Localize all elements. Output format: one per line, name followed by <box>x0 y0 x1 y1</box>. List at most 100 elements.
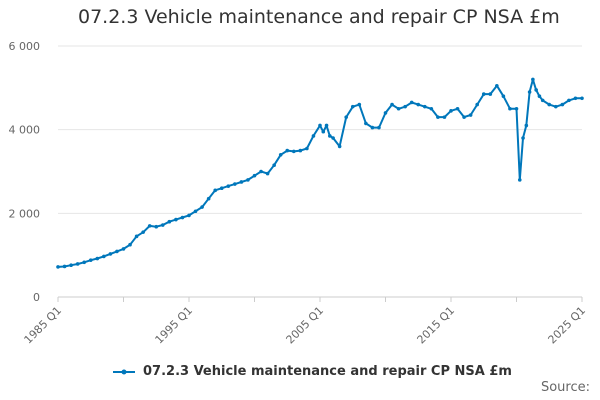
data-point <box>390 102 394 107</box>
data-point <box>364 121 368 126</box>
y-tick-label: 6 000 <box>9 40 41 53</box>
y-tick-label: 4 000 <box>9 124 41 137</box>
data-point <box>560 102 565 107</box>
data-point <box>537 94 542 98</box>
data-point <box>285 148 290 153</box>
chart-title: 07.2.3 Vehicle maintenance and repair CP… <box>78 6 560 28</box>
data-point <box>252 173 257 178</box>
data-point <box>357 102 362 107</box>
data-point <box>436 115 440 119</box>
data-point <box>147 224 152 228</box>
data-point <box>455 106 460 111</box>
data-point <box>108 252 113 256</box>
data-point <box>383 111 388 115</box>
data-point <box>495 83 499 88</box>
data-point <box>514 106 519 111</box>
data-point <box>278 152 283 157</box>
data-point <box>75 262 80 266</box>
data-point <box>396 106 401 111</box>
data-point <box>524 123 529 128</box>
legend-series-label: 07.2.3 Vehicle maintenance and repair CP… <box>143 364 512 379</box>
y-tick-label: 0 <box>33 291 40 304</box>
data-point <box>521 136 525 140</box>
data-point <box>442 115 447 119</box>
data-point <box>540 98 545 103</box>
data-point <box>534 88 538 92</box>
legend-series-marker <box>113 369 135 374</box>
data-point <box>56 265 60 269</box>
data-point <box>423 104 427 109</box>
data-point <box>233 182 237 186</box>
data-point <box>121 247 126 251</box>
data-point <box>370 125 375 130</box>
data-point <box>265 171 270 176</box>
data-point <box>531 77 535 82</box>
data-point <box>161 223 165 227</box>
data-point <box>95 256 100 261</box>
data-point <box>174 217 178 222</box>
data-point <box>318 123 322 128</box>
data-point <box>128 242 132 247</box>
data-point <box>239 180 244 184</box>
data-point <box>567 98 571 103</box>
grid-lines <box>58 45 582 214</box>
data-point <box>226 184 231 188</box>
data-point <box>462 115 466 119</box>
data-point <box>324 123 329 128</box>
data-point <box>449 109 453 113</box>
data-point <box>206 196 211 201</box>
data-point <box>259 169 263 174</box>
data-point <box>517 178 522 182</box>
data-point <box>527 90 532 94</box>
data-point <box>547 102 552 107</box>
data-point <box>187 213 191 218</box>
x-axis-ticks: 1985 Q1 1995 Q1 2005 Q1 2015 Q1 2025 Q1 <box>22 304 589 347</box>
data-point <box>141 230 145 234</box>
data-point <box>429 106 434 111</box>
data-point <box>102 254 106 259</box>
data-point <box>305 146 309 151</box>
x-tick-label: 2015 Q1 <box>415 304 458 347</box>
series-line <box>57 78 582 268</box>
data-point <box>298 148 303 153</box>
x-tick-label: 2025 Q1 <box>546 304 589 347</box>
x-tick-label: 1985 Q1 <box>22 304 65 347</box>
data-point <box>272 163 276 168</box>
data-point <box>219 186 224 191</box>
data-point <box>82 260 86 265</box>
data-point <box>213 188 217 193</box>
data-point <box>311 134 316 138</box>
data-point <box>488 92 493 96</box>
data-point <box>377 125 381 130</box>
data-point <box>292 149 296 154</box>
data-point <box>350 104 355 109</box>
data-point <box>468 113 473 117</box>
data-point <box>193 209 198 214</box>
data-point <box>328 134 332 138</box>
y-axis-ticks: 0 2 000 4 000 6 000 <box>9 40 41 304</box>
y-tick-label: 2 000 <box>9 207 41 220</box>
data-point <box>403 104 407 109</box>
data-point <box>475 102 480 107</box>
series-layer <box>56 77 584 269</box>
data-point <box>416 102 421 107</box>
legend[interactable]: 07.2.3 Vehicle maintenance and repair CP… <box>113 364 512 379</box>
data-point <box>331 136 335 140</box>
data-point <box>321 129 326 134</box>
data-point <box>200 205 204 209</box>
data-point <box>154 224 159 229</box>
x-tick-label: 2005 Q1 <box>284 304 327 347</box>
data-point <box>481 92 486 96</box>
data-point <box>554 104 558 109</box>
data-point <box>180 215 185 220</box>
data-point <box>337 144 342 149</box>
data-point <box>115 249 119 254</box>
data-point <box>62 264 67 269</box>
x-tick-label: 1995 Q1 <box>153 304 196 347</box>
data-point <box>246 178 250 182</box>
source-label: Source: <box>540 380 590 395</box>
x-axis <box>57 296 583 302</box>
data-point <box>167 219 172 224</box>
data-point <box>501 94 506 98</box>
